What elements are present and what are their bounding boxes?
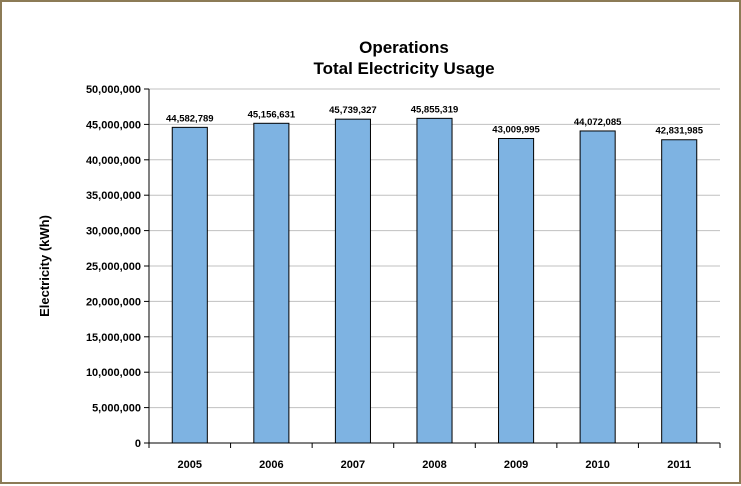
data-label-2011: 42,831,985: [655, 126, 703, 137]
x-tick-label: 2011: [667, 459, 691, 471]
bar-2011: [661, 139, 698, 444]
y-tick-label: 0: [135, 438, 141, 450]
y-tick-label: 45,000,000: [86, 119, 141, 131]
x-tick-label: 2010: [585, 459, 609, 471]
y-axis-label: Electricity (kWh): [37, 215, 52, 317]
y-tick-label: 10,000,000: [86, 367, 141, 379]
data-label-2010: 44,072,085: [574, 117, 622, 128]
data-label-2006: 45,156,631: [248, 109, 296, 120]
y-tick-label: 25,000,000: [86, 261, 141, 273]
bars: [171, 117, 698, 444]
y-tick-label: 35,000,000: [86, 190, 141, 202]
bar-2006: [253, 122, 290, 444]
data-label-2009: 43,009,995: [492, 124, 540, 135]
data-label-2007: 45,739,327: [329, 105, 377, 116]
x-tick-label: 2006: [259, 459, 283, 471]
bar-2005: [171, 126, 208, 444]
y-tick-label: 15,000,000: [86, 332, 141, 344]
data-labels: 44,582,789 45,156,631 45,739,327 45,855,319…: [166, 104, 704, 136]
chart-title-line-1: Operations: [359, 38, 449, 57]
y-tick-label: 50,000,000: [86, 84, 141, 96]
data-label-2005: 44,582,789: [166, 113, 214, 124]
chart-title-line-2: Total Electricity Usage: [313, 59, 494, 78]
y-tick-label: 40,000,000: [86, 155, 141, 167]
x-tick-label: 2008: [422, 459, 446, 471]
bar-2008: [416, 117, 453, 444]
bar-2009: [498, 137, 535, 444]
bar-2007: [334, 118, 371, 444]
y-tick-label: 5,000,000: [92, 403, 141, 415]
x-tick-label: 2007: [341, 459, 365, 471]
y-tick-label: 30,000,000: [86, 226, 141, 238]
x-tick-label: 2005: [178, 459, 202, 471]
axes: 0 5,000,000 10,000,000 15,000,000 20,000,000…: [86, 84, 721, 471]
y-tick-label: 20,000,000: [86, 296, 141, 308]
x-tick-label: 2009: [504, 459, 528, 471]
data-label-2008: 45,855,319: [411, 104, 459, 115]
bar-2010: [579, 130, 616, 444]
